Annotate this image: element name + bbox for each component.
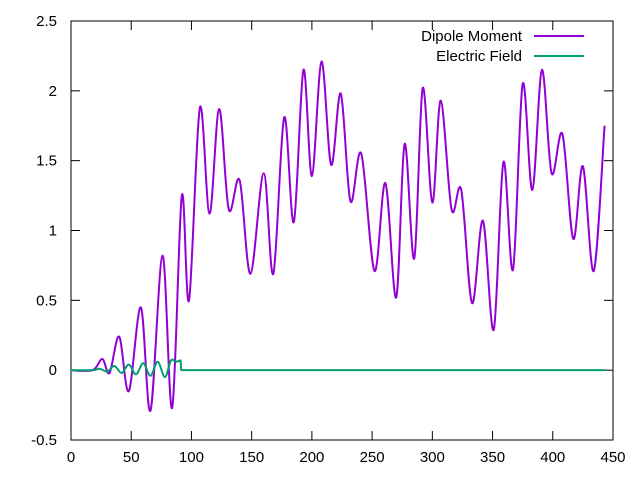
y-tick-label: 2.5 xyxy=(36,13,57,30)
legend: Dipole Moment Electric Field xyxy=(421,28,584,65)
x-tick-label: 350 xyxy=(480,449,505,466)
electric-field-line xyxy=(70,358,605,379)
y-tick-label: 1 xyxy=(49,223,57,240)
x-tick-label: 100 xyxy=(179,449,204,466)
y-tick-label: 1.5 xyxy=(36,153,57,170)
y-tick-label: 0.5 xyxy=(36,292,57,309)
y-tick-label: 2 xyxy=(49,83,57,100)
legend-label: Electric Field xyxy=(436,48,522,65)
x-tick-label: 150 xyxy=(239,449,264,466)
x-tick-label: 0 xyxy=(67,449,75,466)
series-lines xyxy=(70,60,606,412)
axes: 0 50 100 150 200 250 300 350 400 450 -0.5 0 0.5 1 1.5 2… xyxy=(31,13,625,466)
x-tick-label: 450 xyxy=(600,449,625,466)
x-tick-label: 200 xyxy=(299,449,324,466)
x-tick-label: 300 xyxy=(420,449,445,466)
y-tick-label: -0.5 xyxy=(31,432,57,449)
x-tick-label: 250 xyxy=(360,449,385,466)
x-tick-label: 50 xyxy=(123,449,140,466)
y-tick-label: 0 xyxy=(49,362,57,379)
legend-label: Dipole Moment xyxy=(421,28,523,45)
dipole-moment-line xyxy=(70,60,606,412)
x-tick-label: 400 xyxy=(540,449,565,466)
plot-frame xyxy=(70,20,614,441)
